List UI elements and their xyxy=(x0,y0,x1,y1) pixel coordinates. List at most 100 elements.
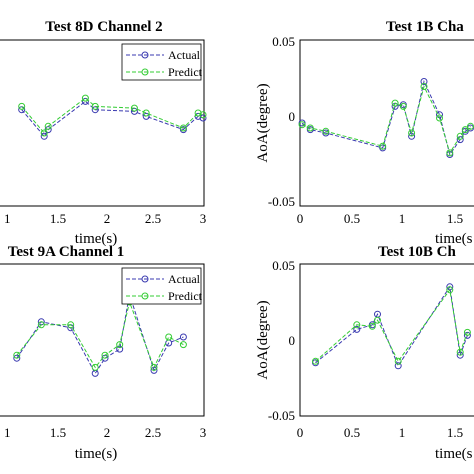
series-line-predict xyxy=(315,288,468,363)
legend-marker-predict xyxy=(141,68,149,76)
legend-box xyxy=(121,43,202,81)
x-tick-label: 2.5 xyxy=(145,425,161,440)
data-point-predict xyxy=(67,321,75,329)
data-point-actual xyxy=(456,136,464,144)
legend-label: Predict xyxy=(168,65,203,79)
data-point-predict xyxy=(394,357,402,365)
data-point-predict xyxy=(130,104,138,112)
x-ticks: 0 0.5 1 1.5 xyxy=(297,211,463,226)
data-point-actual xyxy=(420,78,428,85)
data-point-predict xyxy=(456,132,464,140)
data-point-actual xyxy=(394,362,402,370)
series-line-predict xyxy=(21,97,204,134)
data-point-actual xyxy=(179,333,187,341)
legend: Actual Predict xyxy=(121,43,203,81)
x-tick-label: 2 xyxy=(104,425,111,440)
x-tick-label: 3 xyxy=(200,425,207,440)
data-point-actual xyxy=(353,325,361,333)
legend-label: Actual xyxy=(168,48,201,62)
data-point-actual xyxy=(40,132,48,140)
x-tick-label: 1.5 xyxy=(447,211,463,226)
x-tick-label: 1 xyxy=(4,425,11,440)
legend-label: Predict xyxy=(168,289,203,303)
plot-marks xyxy=(312,283,471,370)
x-axis-label: time(s) xyxy=(75,231,118,247)
panel-title: Test 8D Channel 2 xyxy=(45,19,162,35)
legend-marker-predict xyxy=(141,292,149,300)
x-tick-label: 1 xyxy=(4,211,11,226)
legend-marker-actual xyxy=(141,275,149,283)
data-point-predict xyxy=(298,121,306,129)
x-tick-label: 0 xyxy=(297,211,304,226)
data-point-predict xyxy=(436,114,443,122)
y-axis-label: AoA(degree) xyxy=(255,83,271,162)
data-point-predict xyxy=(142,109,150,117)
x-axis-label: time(s xyxy=(435,446,473,462)
x-ticks: 1 1.5 2 2.5 3 xyxy=(4,211,206,226)
data-point-predict xyxy=(91,102,99,110)
y-tick-label: 0 xyxy=(289,333,296,348)
series-line-actual xyxy=(21,100,204,138)
data-point-predict xyxy=(463,328,471,336)
panel-title: Test 9A Channel 1 xyxy=(8,244,125,260)
data-point-actual xyxy=(91,369,99,377)
plot-area xyxy=(299,263,474,417)
x-tick-label: 3 xyxy=(200,211,207,226)
x-tick-label: 1 xyxy=(399,211,406,226)
data-point-predict xyxy=(408,129,416,137)
panel-bottom-left: Test 9A Channel 1 1 1.5 2 2.5 3 time(s) … xyxy=(0,244,206,462)
y-tick-label: -0.05 xyxy=(268,194,295,209)
data-point-predict xyxy=(101,351,109,359)
y-ticks: 0.05 0 -0.05 xyxy=(268,258,295,423)
data-point-predict xyxy=(116,341,124,349)
data-point-predict xyxy=(150,363,158,371)
legend: Actual Predict xyxy=(121,267,203,305)
data-point-predict xyxy=(322,127,330,135)
data-point-predict xyxy=(199,111,207,119)
data-point-predict xyxy=(18,102,26,110)
data-point-predict xyxy=(420,83,428,90)
data-point-predict xyxy=(179,341,187,349)
series-line-predict xyxy=(16,300,184,369)
y-tick-label: -0.05 xyxy=(268,408,295,423)
data-point-predict xyxy=(456,348,464,356)
data-point-predict xyxy=(194,109,202,117)
x-tick-label: 1.5 xyxy=(447,425,463,440)
x-ticks: 1 1.5 2 2.5 3 xyxy=(4,425,206,440)
plot-area xyxy=(0,39,205,207)
panel-title: Test 10B Ch xyxy=(378,244,456,260)
panel-bottom-right: Test 10B Ch 0.05 0 -0.05 AoA(degree) 0 0… xyxy=(255,244,474,462)
data-point-predict xyxy=(379,142,387,150)
y-ticks: 0.05 0 -0.05 xyxy=(268,34,295,209)
data-point-predict xyxy=(40,129,48,137)
panel-title: Test 1B Cha xyxy=(386,19,464,35)
data-point-actual xyxy=(116,345,124,353)
y-axis-label: AoA(degree) xyxy=(255,300,271,379)
x-tick-label: 1.5 xyxy=(50,211,66,226)
data-point-predict xyxy=(306,124,314,132)
panel-top-right: Test 1B Cha 0.05 0 -0.05 AoA(degree) 0 0… xyxy=(255,19,474,247)
data-point-predict xyxy=(165,333,173,341)
x-ticks: 0 0.5 1 1.5 xyxy=(297,425,463,440)
x-tick-label: 2 xyxy=(104,211,111,226)
y-tick-label: 0.05 xyxy=(272,34,295,49)
x-axis-label: time(s xyxy=(435,231,473,247)
data-point-predict xyxy=(13,351,21,359)
data-point-predict xyxy=(374,316,381,324)
series-line-actual xyxy=(301,79,471,156)
data-point-predict xyxy=(399,102,407,110)
data-point-actual xyxy=(81,97,89,105)
x-tick-label: 0.5 xyxy=(344,211,360,226)
x-tick-label: 0.5 xyxy=(344,425,360,440)
data-point-predict xyxy=(37,321,45,329)
data-point-predict xyxy=(353,321,361,329)
data-point-predict xyxy=(391,99,399,107)
plot-marks xyxy=(18,94,207,140)
data-point-predict xyxy=(368,322,376,330)
x-axis-label: time(s) xyxy=(75,446,118,462)
legend-marker-actual xyxy=(141,51,149,59)
data-point-predict xyxy=(81,94,89,102)
y-tick-label: 0.05 xyxy=(272,258,295,273)
y-tick-label: 0 xyxy=(289,109,296,124)
